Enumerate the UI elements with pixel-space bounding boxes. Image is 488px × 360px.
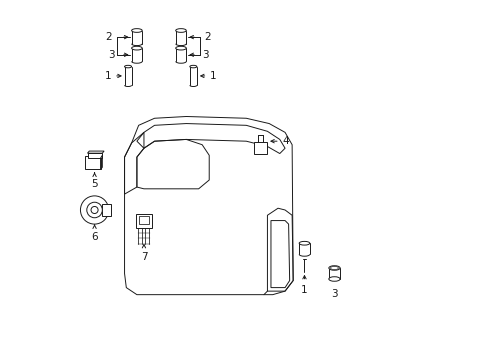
Text: 1: 1 [301,285,307,295]
Ellipse shape [124,65,131,68]
Ellipse shape [131,29,142,32]
Ellipse shape [189,65,197,68]
Text: 2: 2 [204,32,211,42]
Ellipse shape [299,242,309,245]
Bar [84,156,101,170]
Circle shape [91,207,98,213]
Ellipse shape [328,277,340,281]
Bar [102,204,111,216]
Bar [253,142,266,154]
Text: 3: 3 [108,50,114,60]
Text: 1: 1 [104,71,111,81]
Bar [136,214,151,228]
Text: 4: 4 [282,136,288,146]
Bar [139,216,148,224]
Text: 1: 1 [210,71,217,81]
Text: 7: 7 [141,252,147,262]
Text: 3: 3 [330,289,337,300]
Circle shape [81,196,108,224]
Ellipse shape [328,266,340,270]
Ellipse shape [175,46,186,50]
Text: 6: 6 [91,232,98,242]
Circle shape [87,202,102,218]
Bar [87,153,102,158]
Ellipse shape [330,266,338,270]
Text: 3: 3 [202,50,208,60]
Text: 2: 2 [105,32,112,42]
Text: 5: 5 [91,179,98,189]
Ellipse shape [131,46,142,50]
Ellipse shape [175,29,186,32]
